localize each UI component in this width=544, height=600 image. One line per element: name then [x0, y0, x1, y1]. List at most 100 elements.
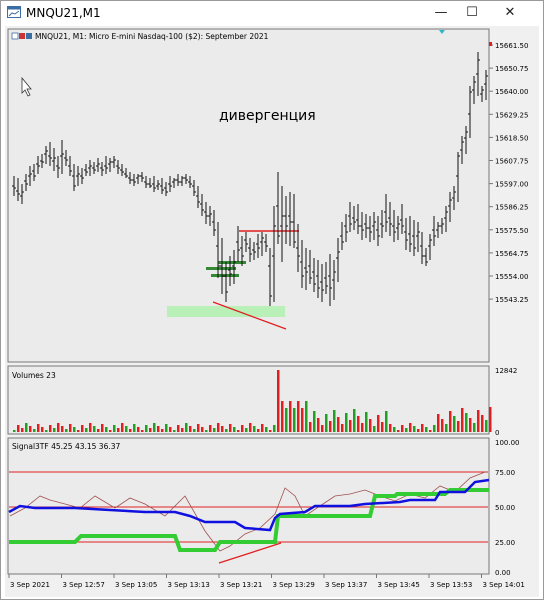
volume-bar	[265, 427, 268, 432]
volume-bar	[345, 413, 348, 432]
volume-bar	[201, 427, 204, 432]
volume-bar	[417, 429, 420, 432]
volume-bar	[269, 430, 272, 432]
volume-bar	[393, 427, 396, 432]
volume-bar	[77, 430, 80, 432]
volume-bar	[157, 426, 160, 432]
volume-bar	[121, 423, 124, 432]
indicator-tick-label: 0.00	[495, 569, 511, 577]
volume-bar	[237, 430, 240, 432]
maximize-button[interactable]: ☐	[466, 5, 478, 20]
volume-bar	[489, 407, 492, 432]
volume-bar	[397, 430, 400, 432]
volume-bar	[349, 420, 352, 432]
volume-bar	[69, 424, 72, 432]
volume-bar	[109, 430, 112, 432]
volume-bar	[437, 414, 440, 432]
volume-bar	[381, 422, 384, 432]
volume-bar	[29, 426, 32, 432]
window-title: MNQU21,M1	[26, 6, 101, 20]
volume-bar	[169, 427, 172, 432]
volume-bar	[297, 401, 300, 432]
price-tick-label: 15543.25	[495, 296, 528, 304]
volume-bar	[461, 408, 464, 432]
volume-bar	[217, 423, 220, 432]
price-tick-label: 15661.50	[495, 42, 528, 50]
volume-bar	[481, 415, 484, 432]
volume-bar	[305, 401, 308, 432]
volume-bar	[97, 429, 100, 432]
volume-bar	[485, 420, 488, 432]
volume-bar	[389, 424, 392, 432]
volume-bar	[329, 421, 332, 432]
current-price-marker	[489, 42, 492, 46]
volume-bar	[369, 419, 372, 432]
one-click-trading-marker	[439, 30, 445, 34]
volume-bar	[477, 410, 480, 432]
time-tick-label: 3 Sep 2021	[10, 581, 50, 589]
volume-bar	[21, 428, 24, 432]
volume-bar	[261, 424, 264, 432]
chart-area[interactable]: 15661.50 15650.75 15640.00 15629.25 15618.50…	[5, 26, 539, 597]
volume-bar	[421, 424, 424, 432]
volume-bar	[405, 428, 408, 432]
time-tick-label: 3 Sep 13:53	[430, 581, 472, 589]
volume-panel[interactable]	[7, 365, 490, 435]
volume-bar	[173, 430, 176, 432]
signal-green-line	[9, 488, 489, 552]
divergence-line-price	[212, 301, 287, 330]
volume-bar	[145, 425, 148, 432]
volume-bar	[17, 425, 20, 432]
volume-bar	[353, 409, 356, 432]
volume-bar	[89, 423, 92, 432]
symbol-description: MNQU21, M1: Micro E-mini Nasdaq-100 ($2)…	[35, 32, 269, 41]
price-tick-label: 15554.00	[495, 273, 528, 281]
volume-bar	[189, 426, 192, 432]
volume-bar	[361, 423, 364, 432]
volume-bar	[449, 411, 452, 432]
divergence-annotation: дивергенция	[219, 108, 316, 124]
indicator-panel[interactable]	[7, 437, 490, 575]
volume-bar	[301, 408, 304, 432]
volume-bar	[161, 429, 164, 432]
volume-bar	[429, 430, 432, 432]
price-tick-label: 15564.75	[495, 250, 528, 258]
time-tick-label: 3 Sep 13:45	[378, 581, 420, 589]
mouse-cursor-icon	[21, 76, 32, 97]
price-tick-label: 15607.75	[495, 158, 528, 166]
volume-bar	[25, 423, 28, 432]
volume-bar	[61, 426, 64, 432]
volume-bar	[289, 401, 292, 432]
volume-axis: 12842 0	[495, 367, 517, 437]
volume-bar	[133, 424, 136, 432]
time-tick-label: 3 Sep 13:37	[325, 581, 367, 589]
volume-bar	[193, 429, 196, 432]
indicator-axis: 100.00 75.00 50.00 25.00 0.00	[495, 439, 520, 577]
volume-bar	[129, 429, 132, 432]
title-bar[interactable]: MNQU21,M1 — ☐ ✕	[1, 1, 543, 25]
signal-thin-line	[9, 471, 486, 552]
volume-bar	[333, 410, 336, 432]
volume-bar	[285, 408, 288, 432]
volume-bar	[433, 425, 436, 432]
volume-bar	[213, 428, 216, 432]
volume-bar	[377, 415, 380, 432]
volume-bar	[245, 428, 248, 432]
volume-bar	[225, 429, 228, 432]
volume-bar	[453, 416, 456, 432]
volume-bar	[253, 426, 256, 432]
volume-bar	[425, 427, 428, 432]
volume-bar	[141, 430, 144, 432]
divergence-line-indicator	[218, 542, 282, 564]
volume-tick-label: 12842	[495, 367, 517, 375]
indicator-tick-label: 25.00	[495, 539, 515, 547]
price-bars	[12, 52, 488, 306]
volume-bar	[221, 426, 224, 432]
close-button[interactable]: ✕	[504, 5, 516, 20]
minimize-button[interactable]: —	[434, 5, 448, 20]
volume-bar	[53, 428, 56, 432]
volume-bar	[33, 429, 36, 432]
signal-blue-line	[8, 478, 490, 532]
volume-bar	[413, 426, 416, 432]
volume-bar	[93, 426, 96, 432]
